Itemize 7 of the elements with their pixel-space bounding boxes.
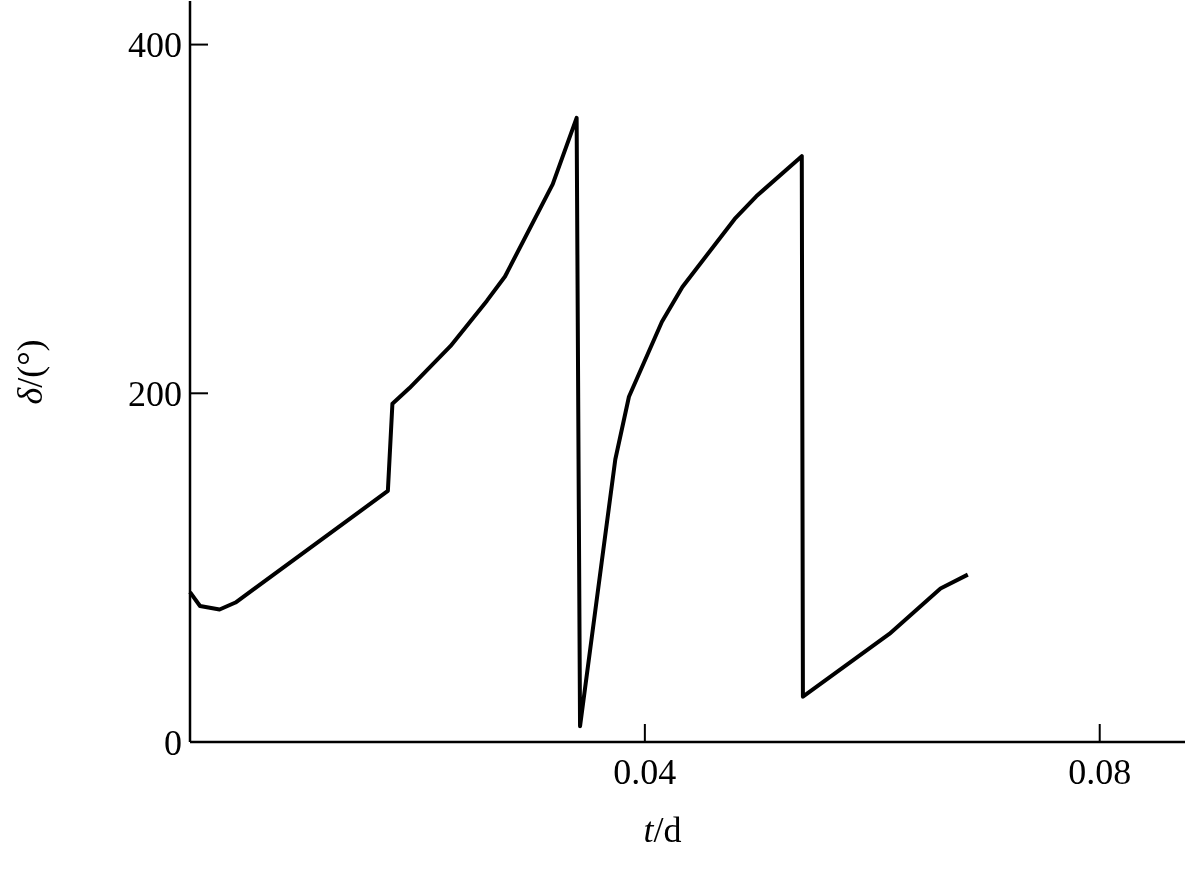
x-axis-title: t/d — [643, 810, 682, 850]
y-tick-label: 400 — [128, 25, 182, 66]
y-tick-label: 0 — [164, 722, 182, 763]
y-axis-title: δ/(°) — [10, 339, 50, 405]
x-tick-label: 0.08 — [1068, 752, 1132, 792]
y-tick-label: 200 — [128, 373, 182, 414]
x-tick-label: 0.04 — [613, 752, 677, 792]
